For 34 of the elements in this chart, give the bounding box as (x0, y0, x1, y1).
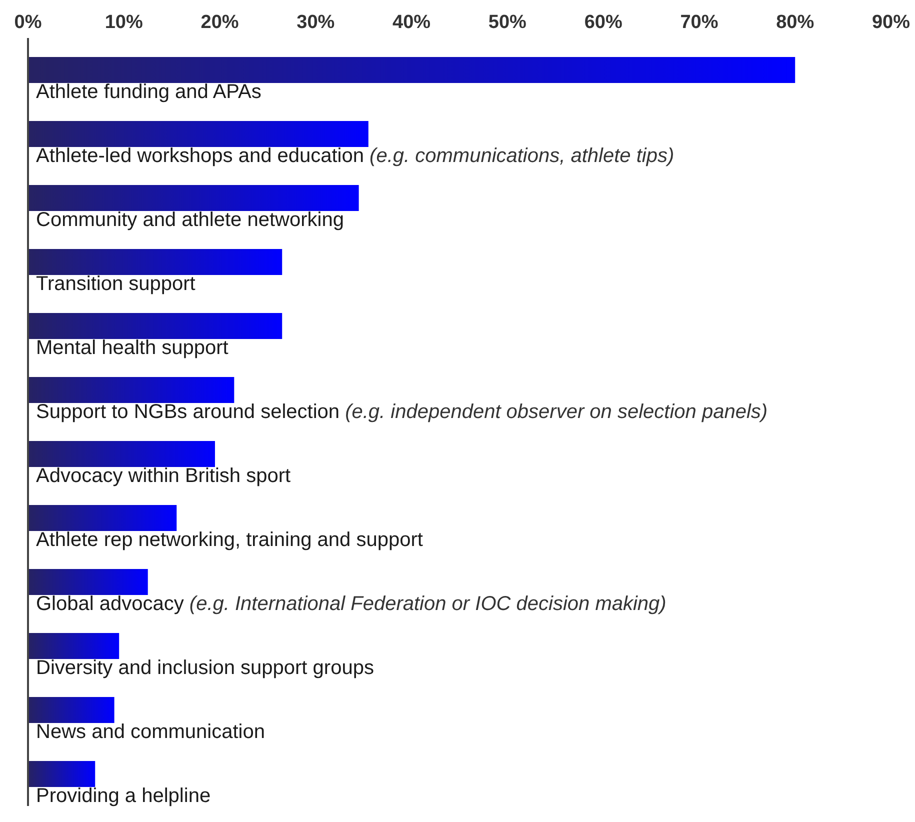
bar (28, 249, 282, 275)
y-tick-label: Athlete-led workshops and education (e.g. communications, athlete tips) (36, 145, 674, 167)
bar (28, 185, 359, 211)
y-tick-label: Transition support (36, 273, 196, 295)
y-tick-label: Diversity and inclusion support groups (36, 657, 374, 679)
x-tick-label: 70% (680, 12, 718, 33)
bar (28, 313, 282, 339)
y-tick-label: Global advocacy (e.g. International Federation or IOC decision making) (36, 593, 666, 615)
y-tick-label: Community and athlete networking (36, 209, 344, 231)
x-tick-label: 10% (104, 12, 144, 33)
bar (28, 761, 96, 787)
bar (28, 569, 148, 595)
bar (28, 121, 368, 147)
y-tick-label: News and communication (36, 721, 265, 743)
y-tick-label: Mental health support (36, 337, 229, 359)
x-tick-label: 0% (14, 12, 42, 33)
x-tick-label: 20% (200, 12, 239, 33)
y-tick-label: Providing a helpline (36, 785, 211, 807)
y-tick-label: Support to NGBs around selection (e.g. independent observer on selection panels) (36, 401, 768, 423)
y-tick-label: Advocacy within British sport (36, 465, 291, 487)
x-tick-label: 50% (488, 12, 527, 33)
x-tick-label: 80% (776, 12, 814, 33)
bar (28, 377, 234, 403)
x-tick-label: 30% (296, 12, 335, 33)
bar (28, 57, 796, 83)
bar (28, 505, 177, 531)
x-tick-label: 40% (392, 12, 431, 33)
x-tick-label: 90% (872, 12, 910, 33)
x-tick-label: 60% (584, 12, 622, 33)
bar (28, 633, 120, 659)
y-tick-label: Athlete rep networking, training and support (36, 529, 424, 551)
y-tick-label: Athlete funding and APAs (36, 81, 262, 103)
bar (28, 697, 114, 723)
bar (28, 441, 215, 467)
